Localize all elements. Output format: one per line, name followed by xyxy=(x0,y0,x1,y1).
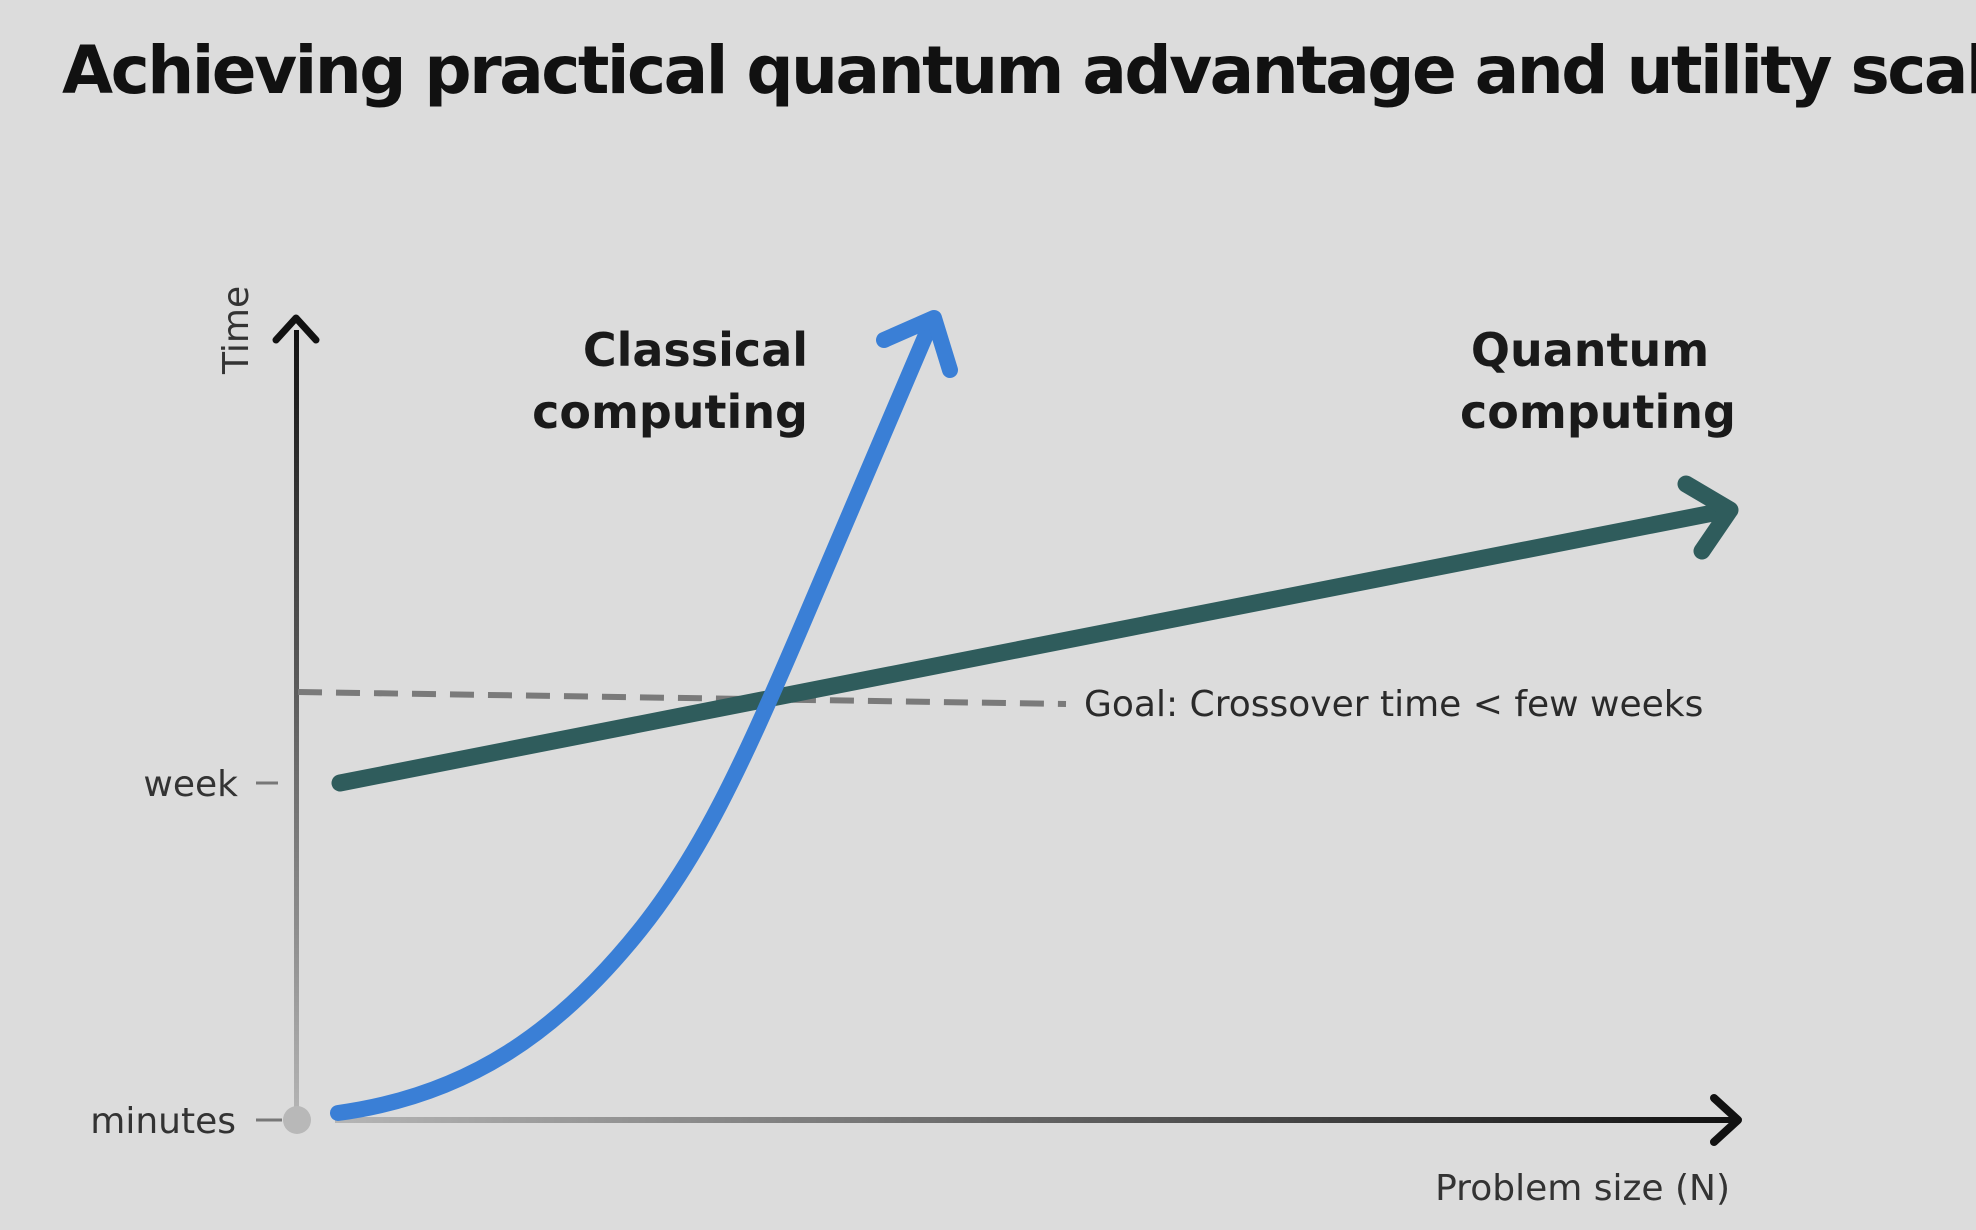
y-ticks: week minutes xyxy=(90,764,282,1142)
classical-label-line1: Classical xyxy=(583,323,808,377)
quantum-label: Quantum computing xyxy=(1460,323,1736,439)
x-axis-arrowhead xyxy=(1710,1094,1742,1146)
quantum-label-line1: Quantum xyxy=(1471,323,1709,377)
quantum-arrowhead xyxy=(1677,475,1739,560)
axis-origin-dot xyxy=(283,1106,311,1134)
classical-label-line2: computing xyxy=(532,385,808,439)
tick-label-week: week xyxy=(143,764,238,805)
goal-dashed-line xyxy=(297,689,1067,707)
y-axis-arrowhead xyxy=(272,314,320,344)
goal-label: Goal: Crossover time < few weeks xyxy=(1084,684,1703,725)
quantum-curve xyxy=(331,475,1739,792)
y-axis xyxy=(272,314,320,1134)
tick-label-minutes: minutes xyxy=(90,1101,236,1142)
x-axis-line xyxy=(335,1117,1735,1123)
goal-threshold: Goal: Crossover time < few weeks xyxy=(297,684,1703,725)
x-axis xyxy=(335,1094,1742,1146)
slide-title: Achieving practical quantum advantage an… xyxy=(62,32,1976,109)
quantum-label-line2: computing xyxy=(1460,385,1736,439)
classical-curve xyxy=(330,310,958,1121)
classical-arrowhead xyxy=(876,310,958,378)
y-axis-title: Time xyxy=(216,286,257,375)
classical-label: Classical computing xyxy=(532,323,808,439)
y-axis-line xyxy=(294,330,299,1120)
classical-line xyxy=(330,322,936,1121)
x-axis-title: Problem size (N) xyxy=(1435,1168,1730,1209)
quantum-line xyxy=(331,503,1727,792)
